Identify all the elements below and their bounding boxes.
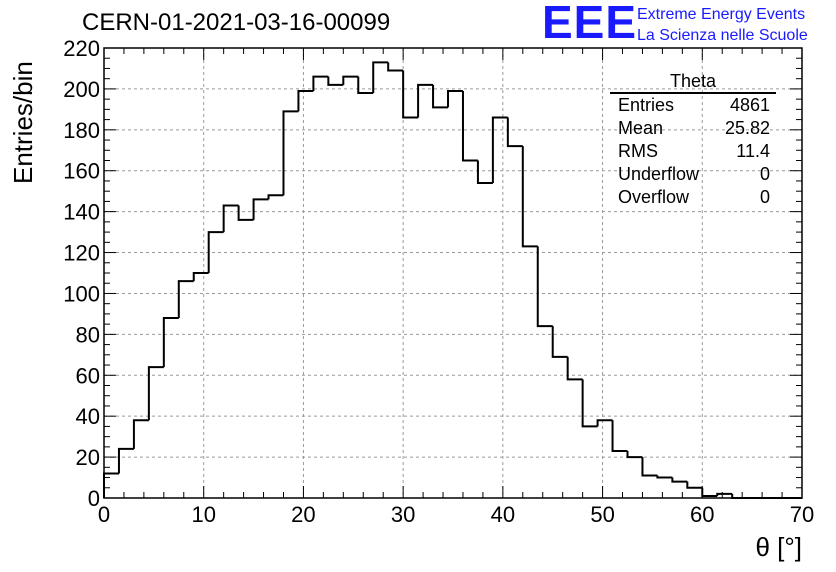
stat-value: 4861 — [729, 95, 770, 115]
histogram-bin — [716, 492, 733, 496]
stat-row-mean: Mean 25.82 — [610, 117, 776, 140]
histogram-bin — [596, 419, 613, 427]
y-tick-label: 160 — [63, 159, 100, 184]
histogram-bin — [506, 117, 523, 148]
y-tick-label: 100 — [63, 281, 100, 306]
stats-box: Theta Entries 4861 Mean 25.82 RMS 11.4 U… — [610, 70, 776, 209]
page-title: CERN-01-2021-03-16-00099 — [82, 9, 391, 36]
histogram-bin — [566, 356, 583, 381]
y-tick-label: 0 — [88, 486, 100, 511]
stat-row-overflow: Overflow 0 — [610, 186, 776, 209]
histogram-bin — [177, 280, 194, 318]
stat-value: 25.82 — [724, 118, 770, 138]
histogram-bin — [626, 450, 643, 459]
histogram-bin — [342, 75, 359, 85]
histogram-bin — [237, 205, 254, 221]
histogram-bin — [207, 231, 224, 273]
histogram-bin — [671, 477, 688, 483]
stat-label: Underflow — [618, 164, 700, 184]
histogram-bin — [536, 246, 553, 328]
histogram-bin — [402, 70, 419, 119]
y-tick-label: 180 — [63, 118, 100, 143]
histogram-bin — [641, 457, 658, 477]
x-tick-label: 50 — [590, 502, 614, 527]
stat-value: 0 — [759, 187, 770, 207]
logo-mark: EEE — [542, 0, 638, 48]
histogram-bin — [162, 317, 179, 368]
x-axis-label: θ [°] — [755, 532, 802, 562]
histogram-bin — [447, 89, 463, 108]
stat-row-rms: RMS 11.4 — [610, 140, 776, 163]
histogram-bin — [222, 204, 239, 233]
x-tick-label: 0 — [98, 502, 110, 527]
histogram-bin — [551, 326, 568, 358]
stat-label: Entries — [618, 95, 675, 115]
y-tick-label: 80 — [76, 322, 100, 347]
histogram-bin — [581, 379, 598, 428]
histogram-bin — [267, 194, 284, 200]
y-axis-label: Entries/bin — [8, 61, 38, 184]
histogram-bin — [611, 420, 628, 452]
histogram-bin — [282, 110, 299, 196]
y-tick-label: 60 — [76, 363, 100, 388]
histogram-bin — [117, 447, 134, 474]
stats-title: Theta — [610, 70, 776, 94]
histogram-bin — [476, 160, 493, 184]
x-tick-label: 20 — [291, 502, 315, 527]
histogram-bin — [701, 487, 718, 497]
histogram-bin — [417, 83, 434, 118]
y-tick-label: 140 — [63, 200, 100, 225]
histogram-bin — [252, 198, 269, 220]
histogram-bin — [656, 475, 673, 479]
histogram-bin — [132, 419, 149, 449]
histogram-bin — [327, 76, 344, 86]
y-tick-label: 220 — [63, 36, 100, 61]
histogram-bin — [461, 90, 478, 162]
stat-label: Overflow — [618, 187, 690, 207]
histogram-bin — [147, 366, 164, 421]
logo-line-1: Extreme Energy Events — [637, 6, 806, 23]
stat-value: 11.4 — [736, 141, 770, 161]
y-tick-label: 200 — [63, 77, 100, 102]
histogram-bin — [297, 89, 314, 112]
y-tick-label: 20 — [76, 445, 100, 470]
stat-label: Mean — [618, 118, 664, 138]
x-tick-label: 70 — [790, 502, 814, 527]
histogram-bin — [387, 62, 404, 72]
stat-row-entries: Entries 4861 — [610, 94, 776, 117]
histogram-bin — [432, 84, 449, 109]
stat-label: RMS — [618, 141, 658, 161]
x-tick-label: 30 — [391, 502, 415, 527]
stat-row-underflow: Underflow 0 — [610, 163, 776, 186]
histogram-bin — [686, 481, 703, 489]
histogram-bin — [521, 146, 538, 248]
logo-line-2: La Scienza nelle Scuole — [637, 27, 808, 44]
histogram-bin — [372, 61, 389, 93]
histogram-bin — [491, 116, 508, 183]
plot-frame — [103, 47, 803, 499]
y-tick-label: 40 — [76, 404, 100, 429]
histogram-bin — [192, 272, 209, 282]
histogram-bin — [357, 76, 374, 94]
x-tick-label: 40 — [491, 502, 515, 527]
x-tick-label: 60 — [690, 502, 714, 527]
stat-value: 0 — [759, 164, 770, 184]
y-tick-label: 120 — [63, 241, 100, 266]
x-tick-label: 10 — [191, 502, 215, 527]
histogram-bin — [312, 75, 329, 91]
